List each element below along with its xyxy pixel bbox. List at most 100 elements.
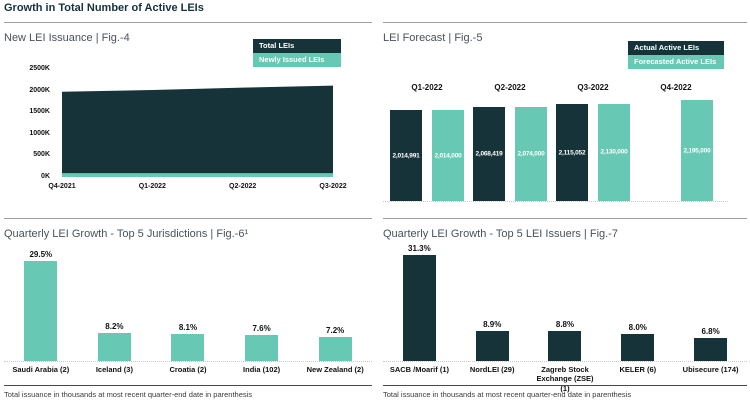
fig5-group: Q4-2022 2,195,000	[639, 83, 713, 201]
panel-new-lei-issuance: New LEI Issuance | Fig.-4 Total LEIs New…	[4, 22, 372, 219]
fig7-bar	[694, 337, 728, 361]
panel-lei-forecast: LEI Forecast | Fig.-5 Actual Active LEIs…	[383, 22, 747, 219]
fig7-column: 8.9%	[456, 320, 529, 361]
fig7-bar	[402, 254, 436, 361]
fig5-bar-value-label: 2,195,000	[683, 147, 711, 154]
fig6-category-label: Saudi Arabia (2)	[12, 365, 70, 374]
fig6-value-label: 7.2%	[326, 325, 345, 335]
fig5-bar-value-label: 2,130,000	[600, 148, 628, 156]
fig5-category-label: Q2-2022	[494, 83, 526, 92]
fig5-chart: Q1-2022 2,014,991 2,014,000 Q2-2022 2,068,41…	[383, 83, 728, 202]
fig7-bar	[548, 331, 582, 361]
fig7-value-label: 8.9%	[483, 319, 502, 329]
fig6-footnote: Total issuance in thousands at most rece…	[4, 385, 372, 399]
fig7-footnote: Total issuance in thousands at most rece…	[383, 385, 747, 399]
fig6-value-label: 29.5%	[29, 249, 53, 259]
fig7-category-label: Zagreb Stock Exchange (ZSE) (1)	[536, 365, 594, 393]
fig6-column: 8.1%	[151, 322, 225, 361]
fig6-category-label: New Zealand (2)	[306, 365, 364, 374]
fig7-bars-row: 31.3% 8.9% 8.8% 8.0% 6.8%	[383, 241, 747, 362]
legend-item-forecasted-active-leis: Forecasted Active LEIs	[628, 55, 724, 69]
fig7-category-label: KELER (6)	[619, 365, 657, 374]
fig6-bars-row: 29.5% 8.2% 8.1% 7.6% 7.2%	[4, 241, 372, 362]
fig7-column: 8.0%	[601, 323, 674, 361]
fig4-legend: Total LEIs Newly Issued LEIs	[253, 39, 341, 67]
fig7-value-label: 6.8%	[701, 326, 720, 336]
fig5-category-label: Q3-2022	[577, 83, 609, 92]
fig6-value-label: 8.2%	[105, 322, 124, 332]
fig5-bar-forecast: 2,014,000	[432, 110, 464, 201]
legend-item-actual-active-leis: Actual Active LEIs	[628, 41, 724, 55]
fig7-category-label: NordLEI (29)	[469, 365, 515, 374]
fig4-x-tick-label: Q2-2022	[229, 183, 257, 190]
fig5-bar-pair: 2,068,419 2,074,000	[473, 97, 547, 201]
fig7-category-label: Ubisecure (174)	[682, 365, 739, 374]
fig4-y-axis: 2500K 2000K 1500K 1000K 500K 0K	[4, 65, 56, 180]
panel-top5-lei-issuers: Quarterly LEI Growth - Top 5 LEI Issuers…	[383, 218, 747, 393]
fig5-bar-pair: 2,195,000	[639, 97, 713, 201]
fig7-column: 8.8%	[529, 320, 602, 361]
fig5-bar-forecast: 2,074,000	[515, 106, 547, 201]
fig5-category-label: Q1-2022	[411, 83, 443, 92]
fig5-legend: Actual Active LEIs Forecasted Active LEI…	[628, 41, 724, 69]
fig4-y-tick-label: 2000K	[29, 86, 50, 94]
fig7-value-label: 8.8%	[555, 320, 575, 330]
fig7-title: Quarterly LEI Growth - Top 5 LEI Issuers…	[383, 228, 618, 240]
legend-item-newly-issued-leis: Newly Issued LEIs	[253, 53, 341, 67]
fig4-newly-issued-leis-area	[62, 173, 333, 177]
fig7-value-label: 31.3%	[408, 243, 431, 253]
fig6-chart: 29.5% 8.2% 8.1% 7.6% 7.2% Saudi Arabia (2) Ice…	[4, 241, 372, 374]
fig7-category-labels-row: SACB /Moarif (1) NordLEI (29) Zagreb Stock…	[383, 365, 747, 393]
fig4-y-tick-label: 2500K	[29, 65, 50, 72]
fig6-bar	[245, 335, 279, 361]
panel-top5-jurisdictions: Quarterly LEI Growth - Top 5 Jurisdictio…	[4, 218, 372, 385]
fig4-total-leis-area	[62, 85, 333, 177]
fig6-category-label: Iceland (3)	[95, 365, 133, 374]
fig4-title: New LEI Issuance | Fig.-4	[4, 32, 130, 44]
fig6-column: 8.2%	[78, 322, 152, 361]
fig7-column: 6.8%	[674, 327, 747, 361]
fig4-y-tick-label: 1000K	[29, 129, 50, 137]
fig6-column: 7.6%	[225, 324, 299, 361]
fig4-y-tick-label: 500K	[33, 151, 50, 159]
fig6-category-label: Croatia (2)	[169, 365, 207, 374]
fig5-bar-actual: 2,014,991	[390, 110, 422, 201]
fig4-x-tick-label: Q4-2021	[48, 183, 76, 190]
fig7-chart: 31.3% 8.9% 8.8% 8.0% 6.8% SACB /Moarif (1) Nor…	[383, 241, 747, 393]
fig4-plot-area	[62, 69, 333, 177]
fig6-category-label: India (102)	[243, 365, 281, 374]
fig5-bar-value-label: 2,068,419	[475, 150, 503, 158]
fig7-bar	[621, 333, 655, 361]
fig5-bar-pair: 2,115,052 2,130,000	[556, 97, 630, 201]
page-title: Growth in Total Number of Active LEIs	[4, 2, 204, 14]
fig4-y-tick-label: 1500K	[29, 108, 50, 116]
fig5-group: Q3-2022 2,115,052 2,130,000	[556, 83, 630, 201]
fig5-bar-actual: 2,115,052	[556, 104, 588, 201]
fig4-y-tick-label: 0K	[41, 173, 50, 180]
fig5-group: Q1-2022 2,014,991 2,014,000	[390, 83, 464, 201]
fig5-bar-forecast: 2,130,000	[598, 103, 630, 201]
fig4-x-axis: Q4-2021 Q1-2022 Q2-2022 Q3-2022	[48, 183, 346, 195]
fig6-category-labels-row: Saudi Arabia (2) Iceland (3) Croatia (2) In…	[4, 365, 372, 374]
fig6-column: 7.2%	[298, 325, 372, 361]
legend-item-total-leis: Total LEIs	[253, 39, 341, 53]
fig4-x-tick-label: Q3-2022	[319, 183, 347, 190]
fig6-bar	[97, 333, 131, 361]
fig5-bar-pair: 2,014,991 2,014,000	[390, 97, 464, 201]
fig7-value-label: 8.0%	[628, 322, 647, 332]
fig5-bar-forecast: 2,195,000	[681, 100, 713, 201]
fig7-column: 31.3%	[383, 244, 456, 361]
fig5-title: LEI Forecast | Fig.-5	[383, 32, 483, 44]
fig6-title: Quarterly LEI Growth - Top 5 Jurisdictio…	[4, 228, 249, 240]
fig5-group: Q2-2022 2,068,419 2,074,000	[473, 83, 547, 201]
fig7-bar	[475, 330, 509, 361]
fig6-value-label: 7.6%	[252, 324, 271, 334]
fig6-bar	[171, 333, 205, 361]
fig5-bar-value-label: 2,014,000	[434, 152, 462, 160]
fig6-value-label: 8.1%	[178, 322, 198, 332]
fig6-bar	[318, 336, 352, 361]
fig4-x-tick-label: Q1-2022	[138, 183, 166, 190]
fig5-category-label: Q4-2022	[660, 83, 692, 92]
fig5-bar-value-label: 2,014,991	[392, 152, 420, 159]
